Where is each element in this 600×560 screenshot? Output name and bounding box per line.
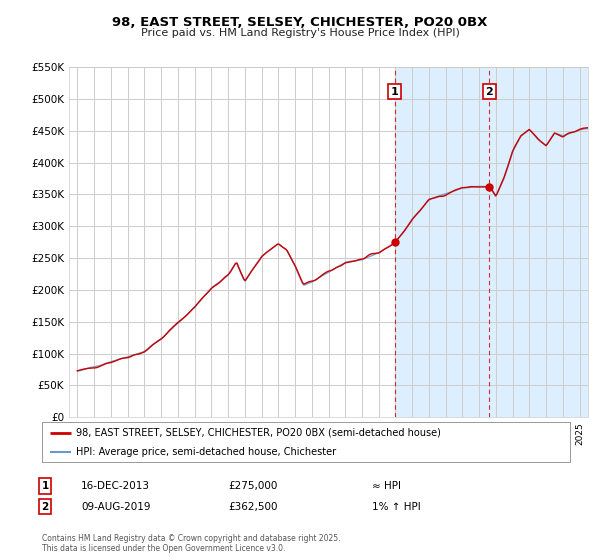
Text: 1: 1 [391,87,398,97]
Text: 16-DEC-2013: 16-DEC-2013 [81,481,150,491]
Bar [395,67,588,417]
Text: £275,000: £275,000 [228,481,277,491]
Text: 2: 2 [41,502,49,512]
Text: 98, EAST STREET, SELSEY, CHICHESTER, PO20 0BX (semi-detached house): 98, EAST STREET, SELSEY, CHICHESTER, PO2… [76,428,441,437]
Text: Contains HM Land Registry data © Crown copyright and database right 2025.
This d: Contains HM Land Registry data © Crown c… [42,534,341,553]
Text: £362,500: £362,500 [228,502,277,512]
Text: 09-AUG-2019: 09-AUG-2019 [81,502,151,512]
Text: 2: 2 [485,87,493,97]
Text: 1% ↑ HPI: 1% ↑ HPI [372,502,421,512]
Text: Price paid vs. HM Land Registry's House Price Index (HPI): Price paid vs. HM Land Registry's House … [140,28,460,38]
Text: 1: 1 [41,481,49,491]
Text: HPI: Average price, semi-detached house, Chichester: HPI: Average price, semi-detached house,… [76,447,337,457]
Text: ≈ HPI: ≈ HPI [372,481,401,491]
Text: 98, EAST STREET, SELSEY, CHICHESTER, PO20 0BX: 98, EAST STREET, SELSEY, CHICHESTER, PO2… [112,16,488,29]
